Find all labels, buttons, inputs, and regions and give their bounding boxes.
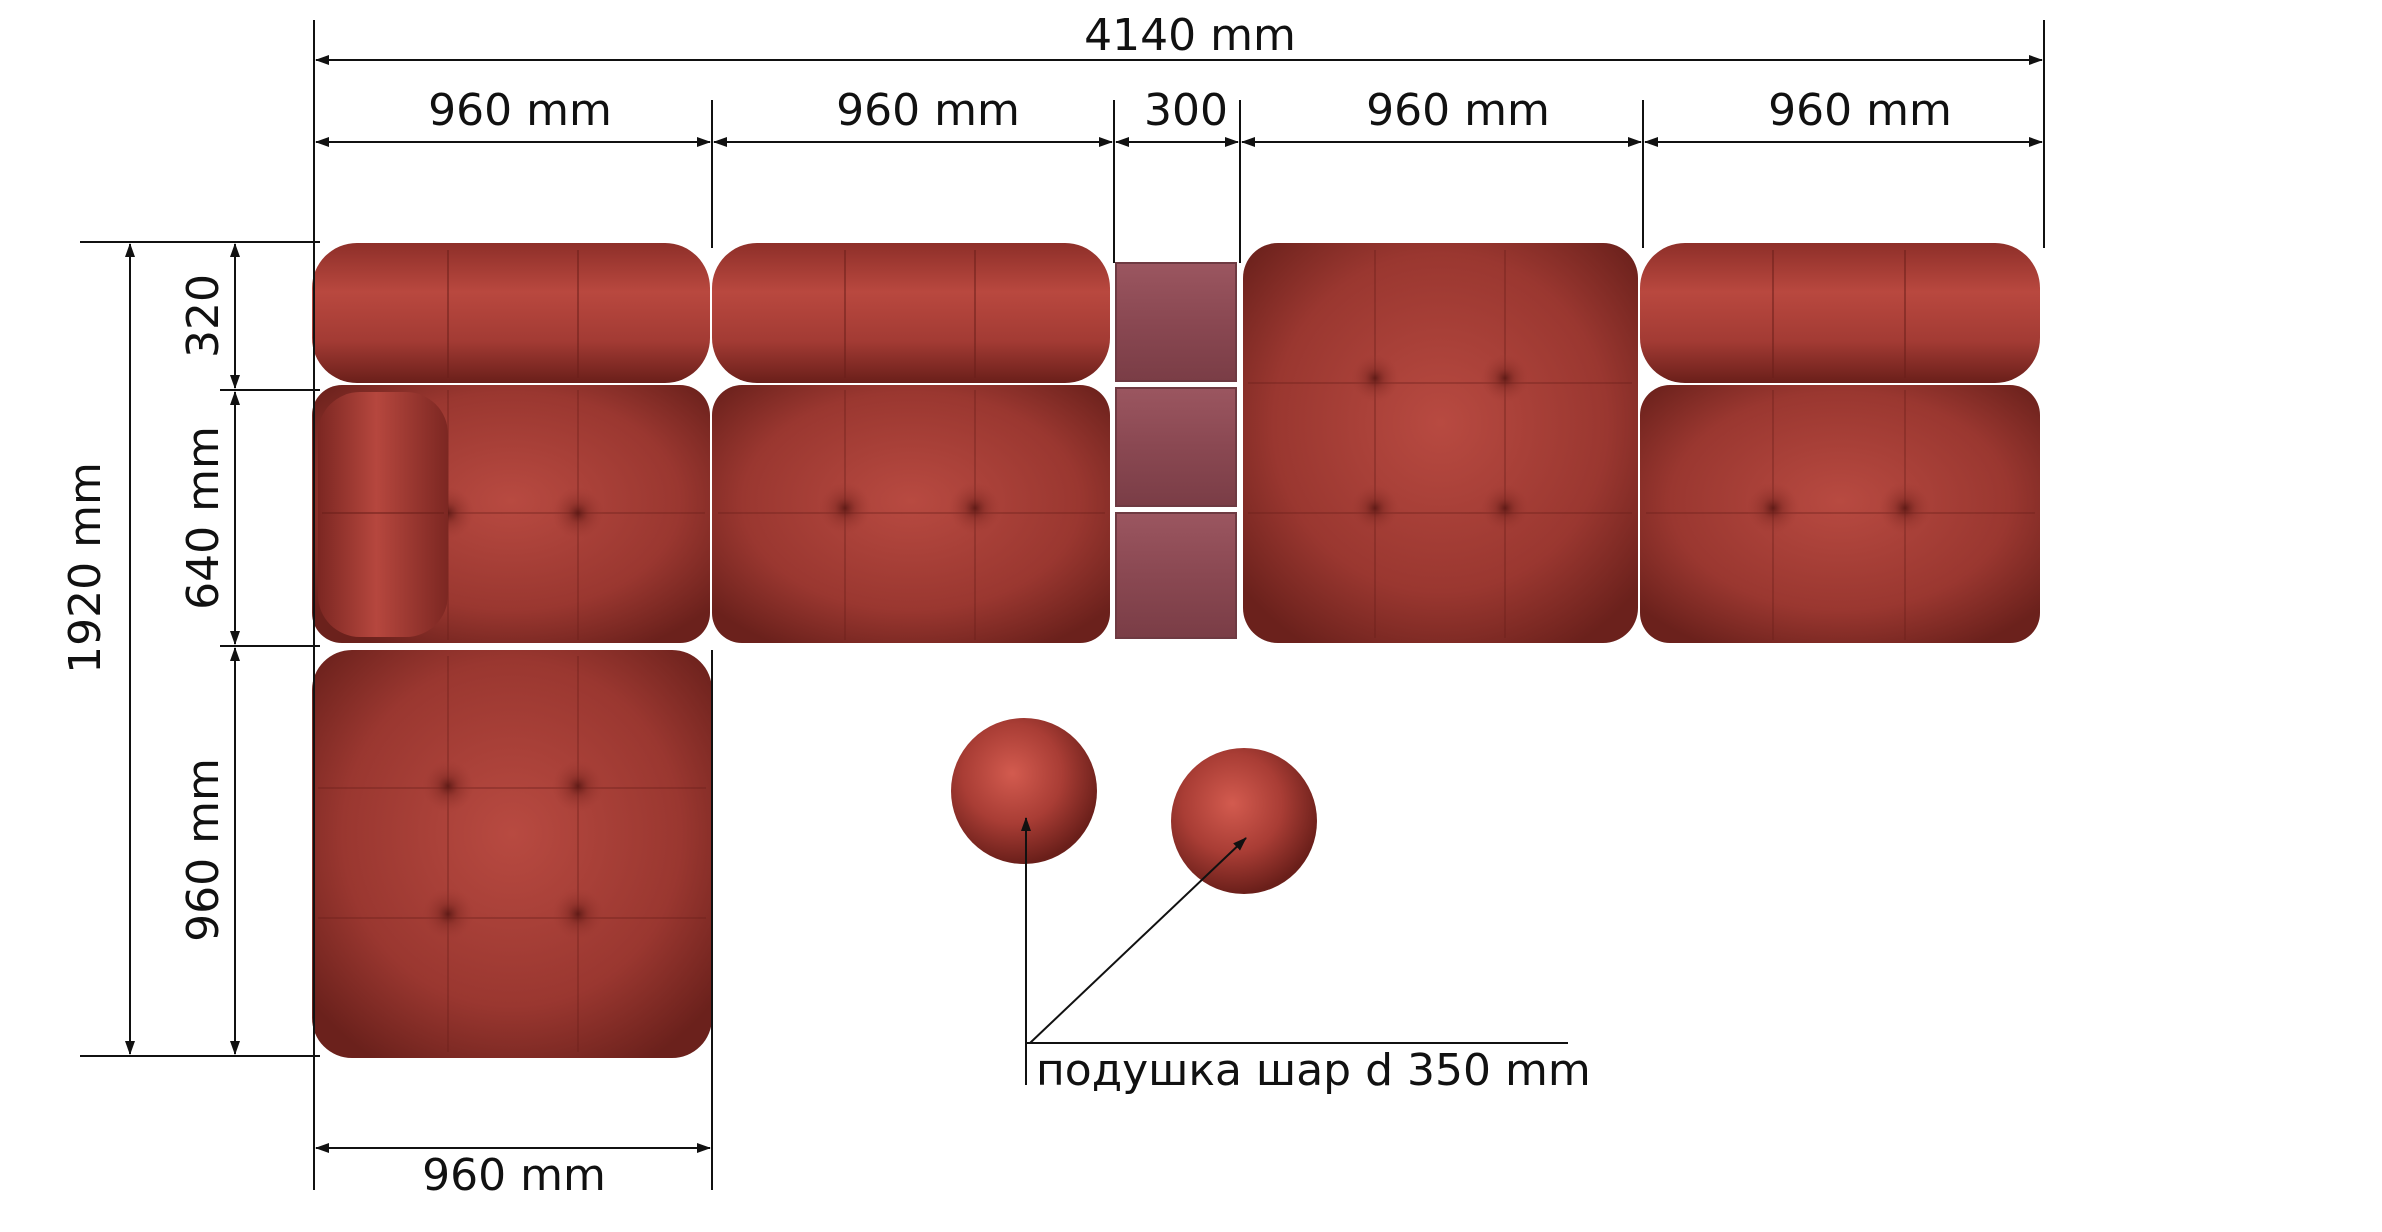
callout-leader-2 bbox=[1029, 837, 1247, 1044]
back-cushion-2 bbox=[712, 243, 1110, 383]
seat-cushion-3 bbox=[1243, 243, 1638, 643]
dim-seg4-label: 960 mm bbox=[1366, 85, 1550, 136]
ball-cushion-2 bbox=[1171, 748, 1317, 894]
back-cushion-1 bbox=[312, 243, 710, 383]
dim-seg3-label: 300 bbox=[1144, 85, 1228, 136]
dim-seat-depth-label: 640 mm bbox=[178, 426, 229, 610]
dim-total-width-label: 4140 mm bbox=[1084, 10, 1296, 61]
back-cushion-3 bbox=[1640, 243, 2040, 383]
seat-cushion-2 bbox=[712, 385, 1110, 643]
dim-seg2-label: 960 mm bbox=[836, 85, 1020, 136]
block-icon bbox=[1115, 262, 1237, 639]
dimension-lines bbox=[80, 20, 2045, 1190]
dim-seg1-label: 960 mm bbox=[428, 85, 612, 136]
ball-cushion-1 bbox=[951, 718, 1097, 864]
roll-cushion bbox=[318, 392, 448, 637]
dim-ottoman-width-label: 960 mm bbox=[422, 1150, 606, 1201]
dim-total-height-label: 1920 mm bbox=[60, 462, 111, 674]
dim-seg5-label: 960 mm bbox=[1768, 85, 1952, 136]
seat-cushion-row bbox=[312, 243, 2040, 643]
callout-label: подушка шар d 350 mm bbox=[1036, 1045, 1591, 1096]
dim-back-depth-label: 320 bbox=[178, 274, 229, 358]
seat-cushion-4 bbox=[1640, 385, 2040, 643]
dim-ottoman-depth-label: 960 mm bbox=[178, 758, 229, 942]
back-cushion-row bbox=[312, 243, 2040, 383]
ottoman-cushion bbox=[312, 650, 712, 1058]
dimension-labels: 4140 mm 960 mm 960 mm 300 960 mm 960 mm … bbox=[60, 10, 1952, 1201]
